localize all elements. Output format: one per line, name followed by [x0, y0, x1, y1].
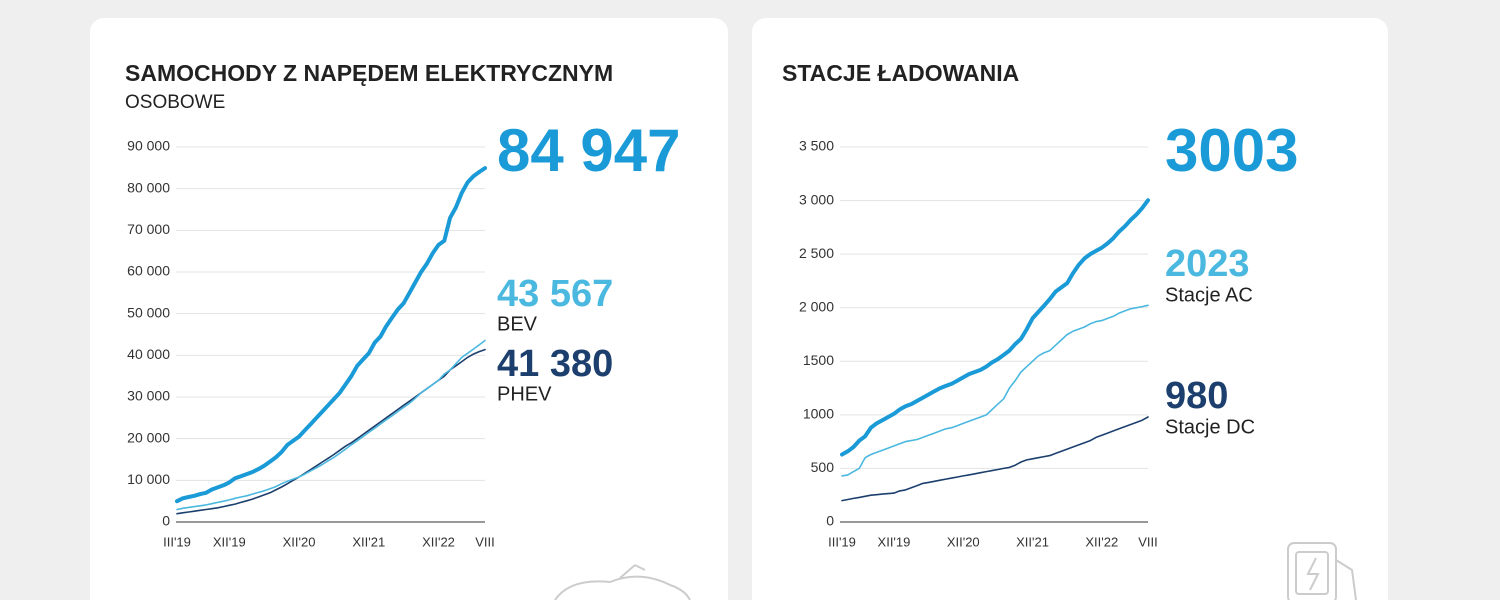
- charger-icon: [1287, 542, 1357, 600]
- card: [90, 18, 728, 600]
- y-tick-label: 50 000: [127, 304, 170, 320]
- y-tick-label: 3 000: [799, 191, 834, 207]
- y-tick-label: 40 000: [127, 346, 170, 362]
- y-tick-label: 90 000: [127, 138, 170, 154]
- x-tick-label: XII'19: [213, 534, 246, 549]
- x-tick-label: XII'21: [352, 534, 385, 549]
- series-end-label: 2023: [1165, 243, 1250, 285]
- y-tick-label: 1500: [803, 352, 834, 368]
- car-icon: [554, 564, 691, 600]
- x-tick-label: VIII: [1138, 534, 1158, 549]
- series-line: [176, 339, 486, 511]
- y-tick-label: 80 000: [127, 179, 170, 195]
- x-tick-label: XII'19: [878, 534, 911, 549]
- y-tick-label: 30 000: [127, 388, 170, 404]
- y-tick-label: 3 500: [799, 138, 834, 154]
- y-tick-label: 60 000: [127, 263, 170, 279]
- y-tick-label: 2 000: [799, 298, 834, 314]
- y-tick-label: 0: [826, 513, 834, 529]
- x-tick-label: XII'21: [1016, 534, 1049, 549]
- series-line: [175, 166, 487, 504]
- series-line: [840, 198, 1150, 457]
- series-end-label: 84 947: [497, 117, 681, 184]
- series-line: [841, 416, 1149, 502]
- legend-label: Stacje DC: [1165, 416, 1255, 438]
- series-end-label: 43 567: [497, 273, 613, 315]
- chart-title: STACJE ŁADOWANIA: [782, 60, 1019, 86]
- y-tick-label: 0: [162, 513, 170, 529]
- x-tick-label: XII'22: [1085, 534, 1118, 549]
- legend-label: BEV: [497, 313, 538, 335]
- chart-subtitle: OSOBOWE: [125, 92, 225, 113]
- x-tick-label: VIII: [475, 534, 495, 549]
- y-tick-label: 10 000: [127, 471, 170, 487]
- series-end-label: 41 380: [497, 343, 613, 385]
- chart-title: SAMOCHODY Z NAPĘDEM ELEKTRYCZNYM: [125, 60, 613, 86]
- card: [752, 18, 1388, 600]
- series-line: [841, 304, 1149, 477]
- series-end-label: 980: [1165, 375, 1228, 417]
- y-tick-label: 2 500: [799, 245, 834, 261]
- y-tick-label: 500: [811, 459, 835, 475]
- x-tick-label: III'19: [828, 534, 856, 549]
- y-tick-label: 70 000: [127, 221, 170, 237]
- x-tick-label: XII'20: [283, 534, 316, 549]
- x-tick-label: III'19: [163, 534, 191, 549]
- x-tick-label: XII'20: [947, 534, 980, 549]
- y-tick-label: 20 000: [127, 429, 170, 445]
- legend-label: Stacje AC: [1165, 284, 1253, 306]
- y-tick-label: 1000: [803, 406, 834, 422]
- series-end-label: 3003: [1165, 117, 1298, 184]
- legend-label: PHEV: [497, 383, 552, 405]
- x-tick-label: XII'22: [422, 534, 455, 549]
